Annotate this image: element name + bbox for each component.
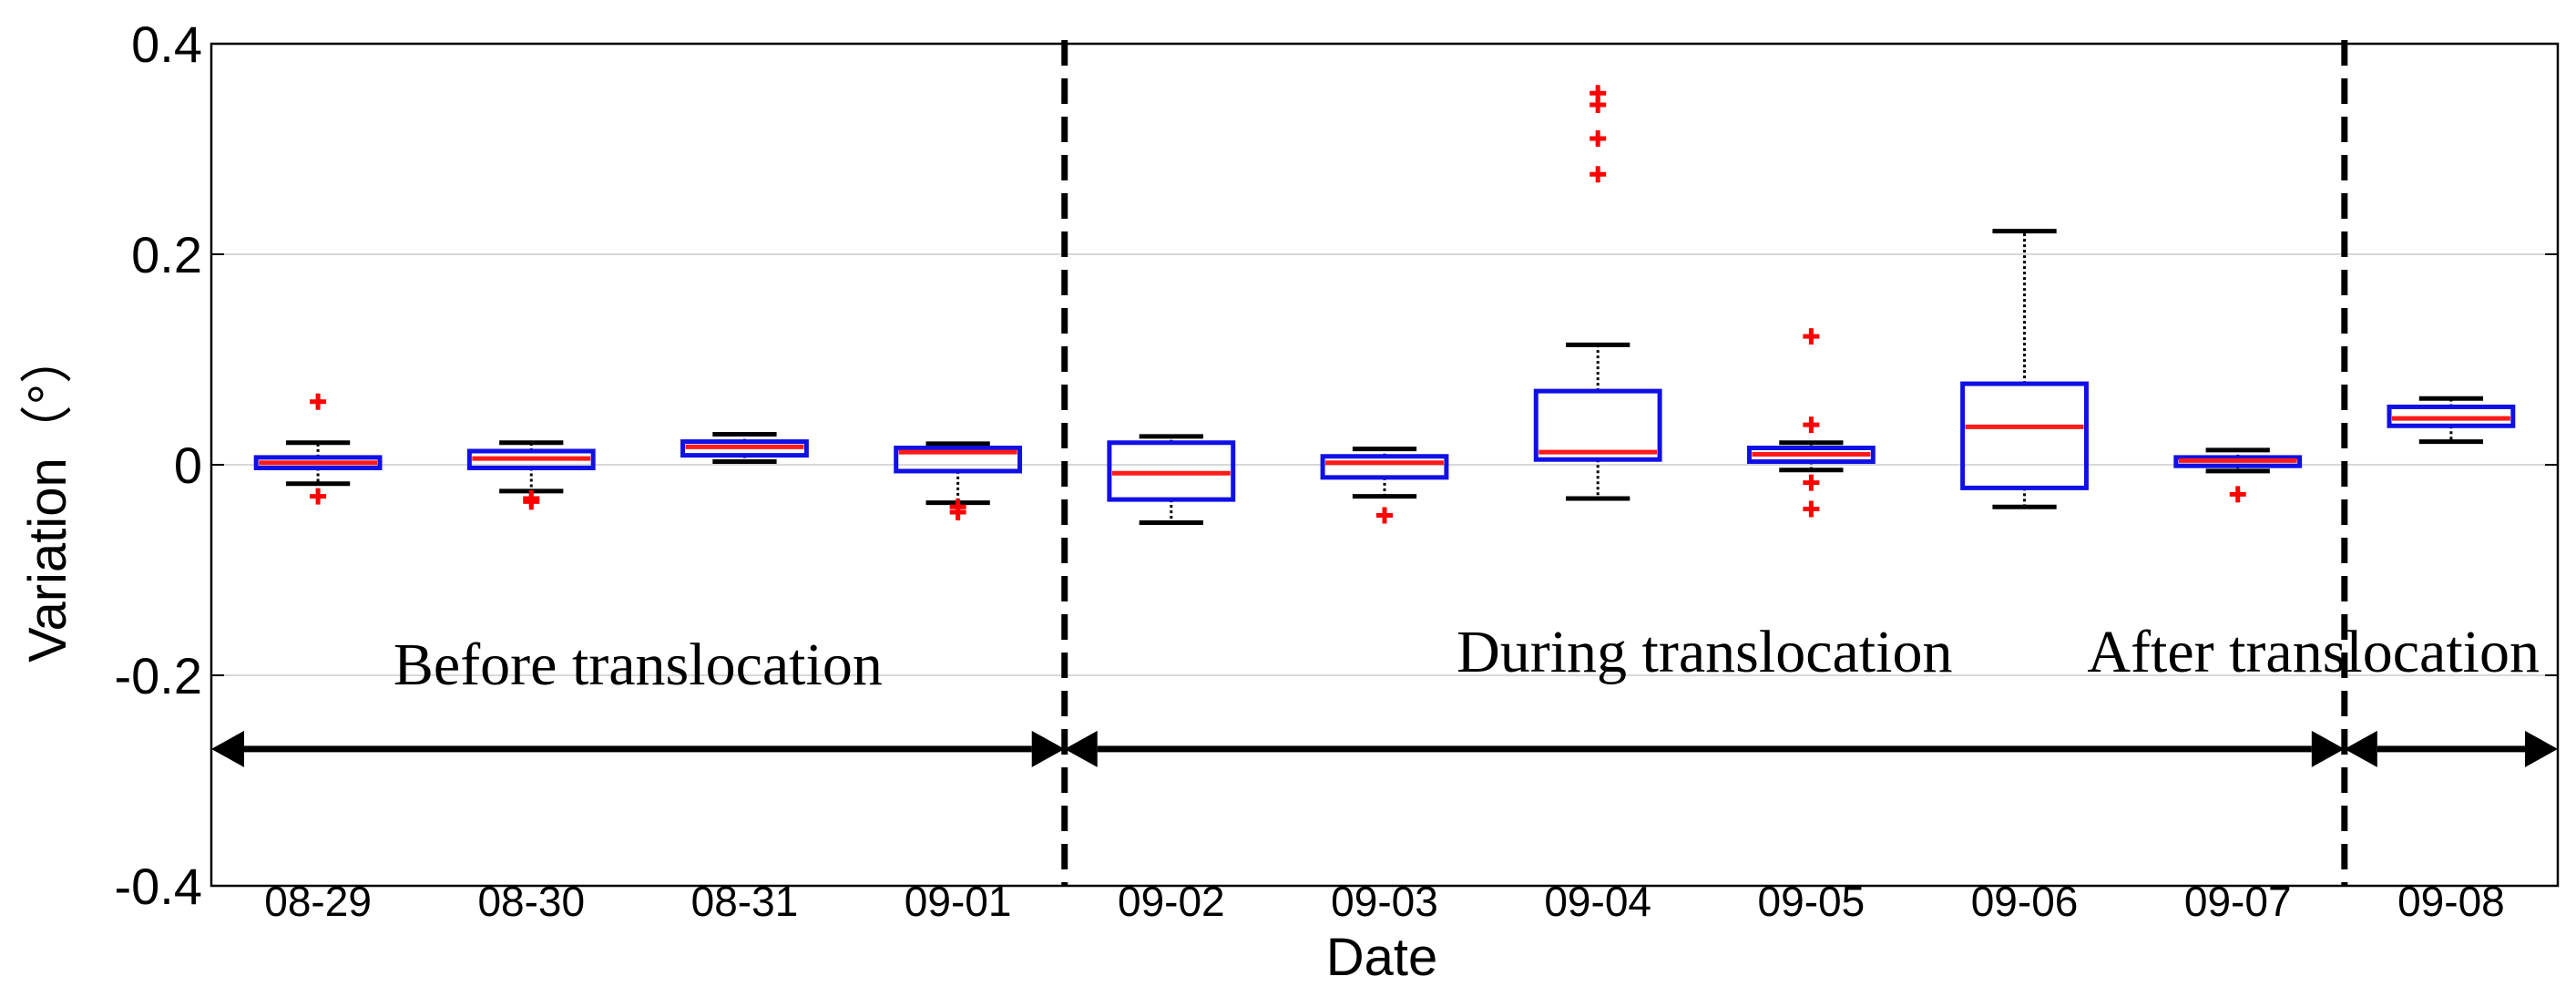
arrow-head-right	[1031, 730, 1065, 767]
annotation-during-label: During translocation	[1457, 619, 1952, 685]
iqr-box	[2173, 455, 2303, 468]
x-tick-label: 09-04	[1544, 878, 1651, 925]
outlier-marker	[310, 393, 327, 410]
y-tick-label: 0.2	[131, 226, 202, 283]
iqr-box	[1746, 446, 1876, 465]
outlier-marker	[1376, 507, 1393, 524]
y-tick-label: 0	[174, 437, 202, 494]
iqr-box	[1320, 454, 1449, 480]
x-tick-label: 08-29	[264, 878, 372, 925]
x-tick-label: 08-31	[691, 878, 799, 925]
arrow-head-left	[2344, 730, 2377, 767]
iqr-box	[1533, 388, 1662, 462]
arrow-head-right	[2525, 730, 2558, 767]
iqr-box	[1107, 440, 1236, 502]
period-dividers	[1061, 40, 2348, 886]
box-09-06	[1960, 229, 2089, 509]
x-axis-label: Date	[1326, 928, 1438, 987]
y-tick-label: -0.2	[115, 647, 203, 704]
box-series	[253, 85, 2516, 526]
axes: 0.4 0.2 0 -0.2 -0.4 08-29 08-30 08-31 09-01 09-02…	[115, 15, 2560, 925]
annotation-during: During translocation	[1064, 619, 2345, 767]
x-tick-label: 09-06	[1971, 878, 2079, 925]
outlier-marker	[1590, 96, 1607, 113]
outlier-marker	[523, 493, 540, 510]
plot-frame	[210, 42, 2560, 888]
y-tick-label: 0.4	[131, 15, 202, 73]
box-09-01	[894, 441, 1023, 520]
box-09-04	[1533, 85, 1662, 501]
iqr-box	[466, 448, 596, 470]
iqr-box	[894, 446, 1023, 474]
x-tick-label: 09-02	[1118, 878, 1225, 925]
box-09-08	[2387, 396, 2516, 445]
x-tick-label: 09-05	[1758, 878, 1866, 925]
box-09-02	[1107, 434, 1236, 526]
arrow-head-left	[211, 730, 244, 767]
outlier-marker	[1803, 474, 1820, 491]
x-tick-label: 09-03	[1331, 878, 1438, 925]
arrow-head-right	[2311, 730, 2345, 767]
annotation-after: After translocation	[2087, 619, 2558, 767]
outlier-marker	[949, 503, 966, 520]
outlier-marker	[310, 488, 327, 505]
outlier-marker	[1590, 129, 1607, 147]
y-axis-label: Variation（°）	[18, 331, 77, 663]
annotation-before: Before translocation	[211, 632, 1065, 767]
x-tick-label: 08-30	[477, 878, 585, 925]
x-tick-label: 09-08	[2397, 878, 2505, 925]
y-tick-label: -0.4	[115, 858, 203, 915]
annotation-after-label: After translocation	[2087, 619, 2540, 685]
box-09-03	[1320, 447, 1449, 524]
x-tick-label: 09-01	[905, 878, 1012, 925]
iqr-box	[2387, 404, 2516, 428]
outlier-marker	[1590, 166, 1607, 183]
x-tick-label: 09-07	[2184, 878, 2292, 925]
box-09-07	[2173, 447, 2303, 503]
outlier-marker	[2229, 486, 2246, 503]
outlier-marker	[1803, 416, 1820, 434]
box-09-05	[1746, 328, 1876, 518]
box-08-31	[680, 432, 809, 465]
iqr-box	[253, 455, 383, 470]
box-08-30	[466, 440, 596, 510]
iqr-box	[1960, 381, 2089, 490]
outlier-marker	[1803, 500, 1820, 518]
outlier-marker	[1803, 328, 1820, 345]
annotation-before-label: Before translocation	[394, 632, 883, 698]
iqr-box	[680, 439, 809, 458]
arrow-head-left	[1064, 730, 1098, 767]
period-annotations: Before translocation During translocation…	[211, 619, 2558, 767]
box-08-29	[253, 393, 383, 505]
